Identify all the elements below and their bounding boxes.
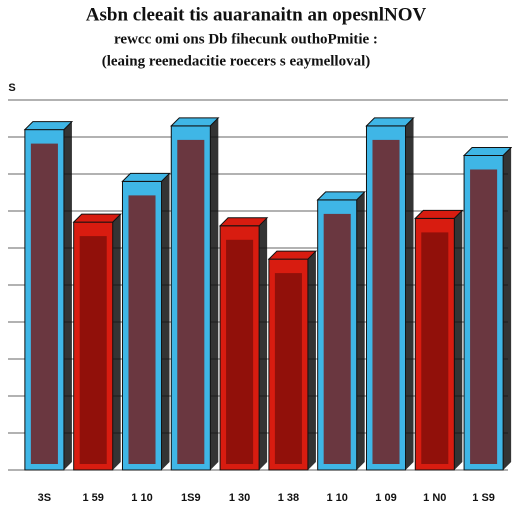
bar-shade (372, 139, 400, 464)
bar-top (121, 172, 171, 182)
bar-top (218, 217, 269, 227)
bar-shade (323, 213, 351, 464)
chart-title: Asbn cleeait tis auaranaitn an opesnlNOV (86, 4, 427, 25)
bar-top (462, 147, 512, 156)
bar-shade (470, 169, 498, 464)
x-tick-label: 1 38 (278, 492, 299, 504)
x-tick-label: 1 09 (375, 492, 396, 504)
bar-shade (226, 239, 254, 464)
bar-shade (79, 236, 107, 464)
chart-subtitle: rewcc omi ons Db fihecunk outhoPmitie : (114, 31, 378, 47)
bar-shade (274, 273, 302, 464)
bar-top (23, 121, 74, 131)
x-tick-label: 1 S9 (472, 492, 495, 504)
bar-shade (30, 143, 58, 464)
bar-shade (128, 195, 156, 464)
bar-side (112, 214, 121, 470)
bar-side (356, 191, 365, 470)
x-tick-label: 1 10 (326, 492, 347, 504)
x-tick-label: 1 N0 (423, 492, 446, 504)
bar-shade (177, 139, 205, 464)
chart-subtitle: (leaing reenedacitie roecers s eaymellov… (102, 53, 371, 69)
bar-side (63, 121, 72, 470)
bar-side (405, 117, 414, 471)
bar-top (170, 117, 220, 127)
bar-side (210, 117, 219, 471)
bar-top (316, 191, 366, 201)
bar-side (454, 210, 463, 470)
bar-shade (421, 232, 449, 464)
bar-top (365, 117, 415, 127)
bar-side (307, 251, 316, 470)
x-tick-label: 3S (38, 492, 51, 504)
bar-side (259, 217, 268, 470)
bar-side (161, 173, 170, 470)
bar-top (267, 250, 318, 260)
x-tick-label: 1 59 (82, 492, 103, 504)
bar-top (72, 213, 122, 223)
y-axis-label: S (8, 82, 15, 94)
x-tick-label: 1 30 (229, 492, 250, 504)
bar-top (414, 209, 464, 219)
bar-side (503, 147, 512, 470)
x-tick-label: 1 10 (131, 492, 152, 504)
x-tick-label: 1S9 (181, 492, 201, 504)
